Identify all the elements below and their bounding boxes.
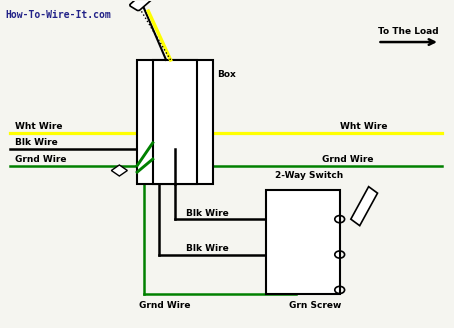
Text: Grnd Wire: Grnd Wire <box>139 300 191 310</box>
Polygon shape <box>351 187 378 226</box>
Text: Grnd Wire: Grnd Wire <box>15 155 66 164</box>
Text: Box: Box <box>217 70 236 79</box>
Text: Wht Wire: Wht Wire <box>15 121 62 131</box>
Text: Grnd Wire: Grnd Wire <box>322 155 373 164</box>
Text: Blk Wire: Blk Wire <box>15 138 58 147</box>
FancyBboxPatch shape <box>130 0 153 10</box>
Bar <box>266 190 340 294</box>
Text: How-To-Wire-It.com: How-To-Wire-It.com <box>6 10 112 20</box>
Text: To The Load: To The Load <box>378 27 438 35</box>
Polygon shape <box>111 165 128 176</box>
Text: Grn Screw: Grn Screw <box>288 300 341 310</box>
Bar <box>153 60 197 183</box>
Text: Blk Wire: Blk Wire <box>186 209 229 217</box>
Text: Wht Wire: Wht Wire <box>340 121 387 131</box>
Bar <box>137 60 213 183</box>
Text: 2-Way Switch: 2-Way Switch <box>275 171 343 179</box>
Text: Blk Wire: Blk Wire <box>186 244 229 253</box>
